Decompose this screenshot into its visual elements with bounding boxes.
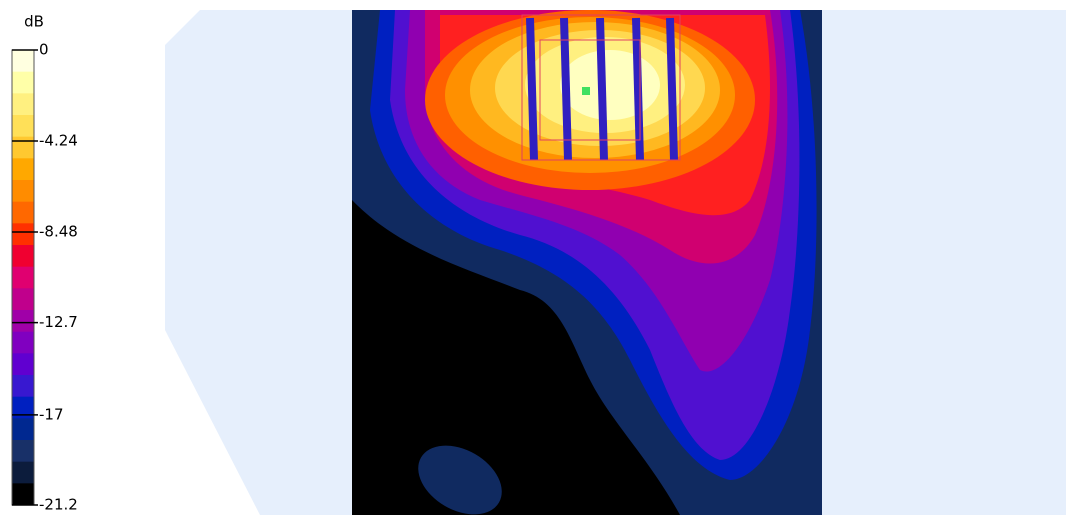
- colorbar-band: [12, 136, 34, 159]
- strip: [596, 17, 608, 161]
- colorbar-band: [12, 353, 34, 376]
- colorbar-band: [12, 266, 34, 289]
- colorbar-band: [12, 71, 34, 94]
- field-plot: [352, 10, 822, 515]
- antenna: [521, 14, 681, 161]
- strip: [560, 17, 572, 161]
- colorbar-tick-label: -8.48: [39, 223, 78, 241]
- island: [418, 445, 502, 515]
- strip: [526, 17, 538, 161]
- colorbar-unit: dB: [24, 13, 44, 31]
- colorbar: dB 0 -4.24 -8.48 -12.7 -17 -21.2: [11, 13, 78, 514]
- colorbar-band: [12, 440, 34, 463]
- colorbar-band: [12, 331, 34, 354]
- outline: [539, 39, 641, 141]
- colorbar-band: [12, 310, 34, 333]
- strip: [666, 17, 678, 161]
- colorbar-tick-label: -12.7: [39, 313, 78, 331]
- colorbar-tick-label: -4.24: [39, 132, 78, 150]
- colorbar-tick-label: -21.2: [39, 496, 78, 514]
- colorbar-band: [12, 418, 34, 441]
- colorbar-band: [12, 158, 34, 181]
- strip: [632, 17, 644, 161]
- colorbar-band: [12, 223, 34, 246]
- colorbar-tick-label: 0: [39, 41, 49, 59]
- panel-corner: [150, 10, 260, 515]
- colorbar-band: [12, 201, 34, 224]
- colorbar-band: [12, 180, 34, 203]
- colorbar-band: [12, 483, 34, 506]
- colorbar-band: [12, 375, 34, 398]
- low-region: [352, 200, 680, 515]
- level: [560, 50, 660, 120]
- colorbar-tick-label: -17: [39, 405, 64, 423]
- colorbar-band: [12, 50, 34, 73]
- colorbar-band: [12, 93, 34, 116]
- feed: [582, 87, 590, 95]
- colorbar-band: [12, 461, 34, 484]
- colorbar-band: [12, 115, 34, 138]
- colorbar-band: [12, 245, 34, 268]
- colorbar-band: [12, 396, 34, 419]
- outline: [521, 14, 681, 161]
- colorbar-band: [12, 288, 34, 311]
